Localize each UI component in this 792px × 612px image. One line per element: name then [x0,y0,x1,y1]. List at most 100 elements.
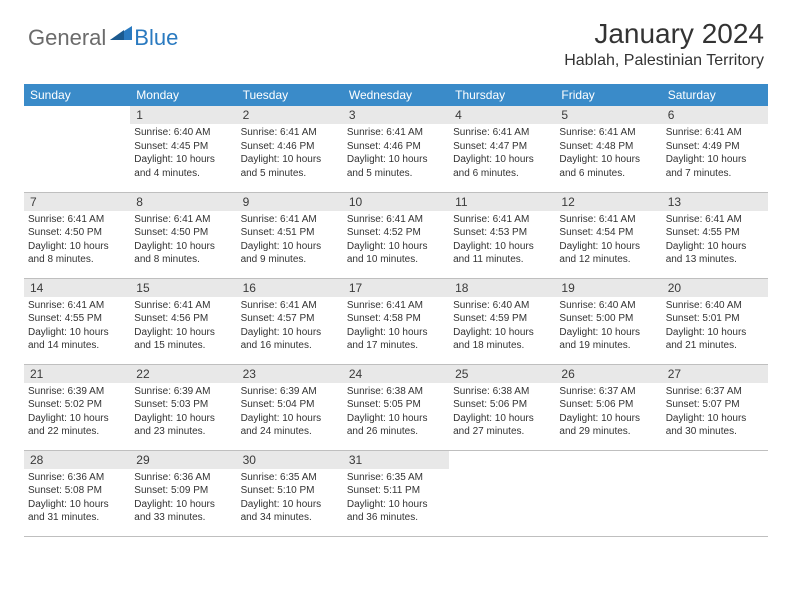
day-detail-line: and 8 minutes. [28,253,126,267]
day-detail-line: Sunset: 5:06 PM [453,398,551,412]
calendar-day-cell: 22Sunrise: 6:39 AMSunset: 5:03 PMDayligh… [130,364,236,450]
day-detail-line: Daylight: 10 hours [347,498,445,512]
day-details: Sunrise: 6:36 AMSunset: 5:08 PMDaylight:… [24,469,130,529]
day-detail-line: and 12 minutes. [559,253,657,267]
day-number: 27 [662,365,768,383]
day-details: Sunrise: 6:39 AMSunset: 5:02 PMDaylight:… [24,383,130,443]
day-detail-line: Sunrise: 6:41 AM [134,213,232,227]
day-detail-line: Sunset: 4:50 PM [134,226,232,240]
day-detail-line: Sunrise: 6:41 AM [241,299,339,313]
day-details: Sunrise: 6:41 AMSunset: 4:46 PMDaylight:… [237,124,343,184]
day-number: 26 [555,365,661,383]
calendar-day-cell: 7Sunrise: 6:41 AMSunset: 4:50 PMDaylight… [24,192,130,278]
day-detail-line: and 15 minutes. [134,339,232,353]
day-detail-line: Sunrise: 6:41 AM [241,213,339,227]
day-details: Sunrise: 6:41 AMSunset: 4:47 PMDaylight:… [449,124,555,184]
day-details: Sunrise: 6:41 AMSunset: 4:46 PMDaylight:… [343,124,449,184]
calendar-day-cell: 8Sunrise: 6:41 AMSunset: 4:50 PMDaylight… [130,192,236,278]
calendar-day-cell: 30Sunrise: 6:35 AMSunset: 5:10 PMDayligh… [237,450,343,536]
day-details: Sunrise: 6:37 AMSunset: 5:06 PMDaylight:… [555,383,661,443]
day-number: 18 [449,279,555,297]
day-number: 28 [24,451,130,469]
day-detail-line: Daylight: 10 hours [666,240,764,254]
day-detail-line: Sunset: 4:58 PM [347,312,445,326]
calendar-day-cell: 25Sunrise: 6:38 AMSunset: 5:06 PMDayligh… [449,364,555,450]
day-details: Sunrise: 6:36 AMSunset: 5:09 PMDaylight:… [130,469,236,529]
day-detail-line: Sunset: 4:56 PM [134,312,232,326]
day-detail-line: Sunrise: 6:39 AM [241,385,339,399]
day-number: 7 [24,193,130,211]
day-number: 12 [555,193,661,211]
calendar-day-cell: 11Sunrise: 6:41 AMSunset: 4:53 PMDayligh… [449,192,555,278]
day-detail-line: Sunset: 4:47 PM [453,140,551,154]
calendar-day-cell: 5Sunrise: 6:41 AMSunset: 4:48 PMDaylight… [555,106,661,192]
day-detail-line: Daylight: 10 hours [453,412,551,426]
day-detail-line: Sunrise: 6:41 AM [666,213,764,227]
calendar-day-cell: 20Sunrise: 6:40 AMSunset: 5:01 PMDayligh… [662,278,768,364]
day-detail-line: Daylight: 10 hours [559,326,657,340]
day-detail-line: Sunrise: 6:38 AM [347,385,445,399]
day-details: Sunrise: 6:41 AMSunset: 4:57 PMDaylight:… [237,297,343,357]
day-detail-line: Sunrise: 6:41 AM [453,213,551,227]
calendar-day-cell: 29Sunrise: 6:36 AMSunset: 5:09 PMDayligh… [130,450,236,536]
logo-triangle-icon [110,24,132,45]
day-number-empty [24,106,130,124]
day-details: Sunrise: 6:35 AMSunset: 5:10 PMDaylight:… [237,469,343,529]
day-detail-line: Daylight: 10 hours [453,153,551,167]
day-number-empty [449,451,555,469]
day-number: 10 [343,193,449,211]
day-detail-line: Daylight: 10 hours [559,153,657,167]
day-detail-line: Daylight: 10 hours [134,498,232,512]
day-details: Sunrise: 6:41 AMSunset: 4:58 PMDaylight:… [343,297,449,357]
day-details: Sunrise: 6:41 AMSunset: 4:55 PMDaylight:… [662,211,768,271]
day-details: Sunrise: 6:41 AMSunset: 4:50 PMDaylight:… [24,211,130,271]
day-detail-line: Sunset: 4:48 PM [559,140,657,154]
calendar-day-cell: 17Sunrise: 6:41 AMSunset: 4:58 PMDayligh… [343,278,449,364]
day-details: Sunrise: 6:41 AMSunset: 4:51 PMDaylight:… [237,211,343,271]
day-detail-line: Sunset: 4:46 PM [347,140,445,154]
day-detail-line: Sunset: 4:53 PM [453,226,551,240]
calendar-day-cell: 18Sunrise: 6:40 AMSunset: 4:59 PMDayligh… [449,278,555,364]
day-number: 13 [662,193,768,211]
calendar-day-cell: 21Sunrise: 6:39 AMSunset: 5:02 PMDayligh… [24,364,130,450]
day-detail-line: Daylight: 10 hours [241,498,339,512]
day-details: Sunrise: 6:41 AMSunset: 4:50 PMDaylight:… [130,211,236,271]
calendar-day-cell: 27Sunrise: 6:37 AMSunset: 5:07 PMDayligh… [662,364,768,450]
calendar-day-cell: 16Sunrise: 6:41 AMSunset: 4:57 PMDayligh… [237,278,343,364]
day-detail-line: Daylight: 10 hours [666,153,764,167]
day-detail-line: and 30 minutes. [666,425,764,439]
day-number: 11 [449,193,555,211]
day-detail-line: Sunset: 5:05 PM [347,398,445,412]
day-details: Sunrise: 6:35 AMSunset: 5:11 PMDaylight:… [343,469,449,529]
weekday-header: Thursday [449,84,555,106]
month-title: January 2024 [564,18,764,50]
day-number: 14 [24,279,130,297]
calendar-day-cell: 13Sunrise: 6:41 AMSunset: 4:55 PMDayligh… [662,192,768,278]
day-detail-line: Sunset: 5:09 PM [134,484,232,498]
day-number: 3 [343,106,449,124]
day-detail-line: Sunrise: 6:41 AM [28,299,126,313]
location-text: Hablah, Palestinian Territory [564,52,764,70]
day-number: 8 [130,193,236,211]
day-number: 21 [24,365,130,383]
day-detail-line: Daylight: 10 hours [347,412,445,426]
day-details: Sunrise: 6:40 AMSunset: 5:01 PMDaylight:… [662,297,768,357]
day-number: 9 [237,193,343,211]
day-detail-line: Sunrise: 6:35 AM [241,471,339,485]
day-detail-line: and 16 minutes. [241,339,339,353]
calendar-day-cell: 3Sunrise: 6:41 AMSunset: 4:46 PMDaylight… [343,106,449,192]
day-detail-line: Sunrise: 6:41 AM [347,126,445,140]
day-detail-line: and 11 minutes. [453,253,551,267]
day-detail-line: Sunrise: 6:41 AM [134,299,232,313]
day-details: Sunrise: 6:41 AMSunset: 4:52 PMDaylight:… [343,211,449,271]
day-details: Sunrise: 6:41 AMSunset: 4:53 PMDaylight:… [449,211,555,271]
day-details: Sunrise: 6:39 AMSunset: 5:03 PMDaylight:… [130,383,236,443]
day-detail-line: and 33 minutes. [134,511,232,525]
day-detail-line: Sunrise: 6:41 AM [28,213,126,227]
day-detail-line: Sunset: 4:50 PM [28,226,126,240]
day-detail-line: Daylight: 10 hours [134,153,232,167]
calendar-day-cell [662,450,768,536]
logo-text-blue: Blue [134,25,178,51]
calendar-day-cell: 1Sunrise: 6:40 AMSunset: 4:45 PMDaylight… [130,106,236,192]
calendar-day-cell: 28Sunrise: 6:36 AMSunset: 5:08 PMDayligh… [24,450,130,536]
